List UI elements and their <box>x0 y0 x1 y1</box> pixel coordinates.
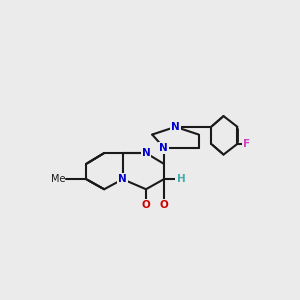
Text: O: O <box>142 200 150 210</box>
Text: N: N <box>171 122 180 132</box>
Text: O: O <box>160 200 168 210</box>
Text: F: F <box>243 139 250 149</box>
Text: N: N <box>142 148 150 158</box>
Text: H: H <box>176 174 185 184</box>
Text: Me: Me <box>50 174 65 184</box>
Text: N: N <box>118 174 127 184</box>
Text: N: N <box>160 143 168 153</box>
